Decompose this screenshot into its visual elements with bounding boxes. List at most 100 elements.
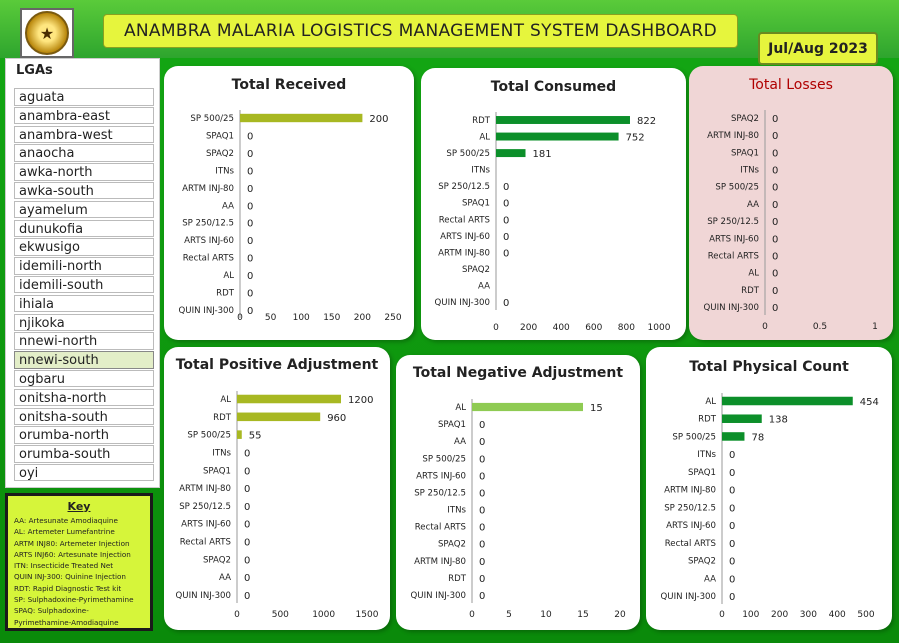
category-label: RDT	[741, 286, 760, 296]
lga-item-anaocha[interactable]: anaocha	[14, 144, 154, 162]
data-bar	[722, 432, 745, 441]
chart-title: Total Received	[231, 77, 347, 93]
category-label: SP 250/12.5	[438, 182, 490, 192]
data-bar	[472, 402, 583, 412]
category-label: RDT	[216, 289, 235, 299]
category-label: RDT	[213, 413, 232, 423]
data-label: 0	[729, 503, 735, 514]
key-title: Key	[67, 500, 91, 513]
category-label: ARTS INJ-60	[181, 520, 231, 530]
data-label: 0	[244, 466, 250, 477]
x-tick-label: 0	[719, 610, 725, 620]
category-label: SP 500/25	[422, 454, 466, 464]
x-tick-label: 0	[237, 313, 243, 323]
category-label: SPAQ2	[731, 114, 759, 124]
x-tick-label: 0	[493, 323, 499, 333]
chart-total-losses: SPAQ2 0 ARTM INJ-80 0 SPAQ1 0 ITNs 0 SP 500/25 0 A…	[704, 110, 878, 332]
lga-item-onitsha-south[interactable]: onitsha-south	[14, 407, 154, 426]
lga-list: aguata anambra-east anambra-west anaocha awk…	[14, 88, 154, 483]
x-tick-label: 1	[872, 322, 878, 332]
key-lines: AA: Artesunate Amodiaquine AL: Artemeter …	[14, 515, 144, 628]
category-label: AA	[219, 573, 231, 583]
category-label: SP 500/25	[672, 432, 716, 442]
key-line: QUIN INJ-300: Quinine Injection	[14, 572, 126, 582]
category-label: AA	[454, 437, 466, 447]
x-tick-label: 10	[540, 610, 552, 620]
lga-item-awka-north[interactable]: awka-north	[14, 163, 154, 181]
category-label: SPAQ1	[731, 148, 759, 158]
key-panel: Key AA: Artesunate Amodiaquine AL: Arteme…	[5, 493, 153, 631]
category-label: AL	[220, 395, 231, 405]
data-label: 15	[590, 403, 603, 414]
lga-item-ayamelum[interactable]: ayamelum	[14, 200, 154, 219]
data-label: 0	[729, 521, 735, 532]
category-label: ARTM INJ-80	[182, 184, 234, 194]
lga-item-njikoka[interactable]: njikoka	[14, 313, 154, 332]
category-label: SPAQ2	[203, 555, 231, 565]
data-label: 0	[772, 251, 778, 262]
lga-item-oyi[interactable]: oyi	[14, 463, 154, 482]
chart-total-consumed: RDT 822 AL 752 SP 500/25 181 ITNs SP 250/12.5 0 S…	[435, 112, 671, 333]
category-label: Rectal ARTS	[415, 523, 466, 533]
period-selector[interactable]: Jul/Aug 2023	[758, 32, 878, 65]
lga-item-ogbaru[interactable]: ogbaru	[14, 369, 154, 388]
lga-item-nnewi-south[interactable]: nnewi-south	[14, 351, 154, 369]
category-label: ARTS INJ-60	[184, 236, 234, 246]
x-tick-label: 15	[577, 610, 588, 620]
category-label: ITNs	[447, 506, 466, 516]
data-label: 0	[247, 254, 253, 265]
category-label: AL	[455, 403, 466, 413]
state-logo: ★	[20, 8, 74, 58]
data-label: 0	[479, 591, 485, 602]
category-label: Rectal ARTS	[180, 538, 231, 548]
category-label: SPAQ2	[438, 540, 466, 550]
key-line: SPAQ: Sulphadoxine-	[14, 606, 89, 616]
lga-item-onitsha-north[interactable]: onitsha-north	[14, 388, 154, 407]
chart-total-physical-count: AL 454 RDT 138 SP 500/25 78 ITNs 0 SPAQ1 0 ARTM IN…	[661, 393, 879, 620]
category-label: ITNs	[212, 448, 231, 458]
lga-item-ekwusigo[interactable]: ekwusigo	[14, 238, 154, 256]
data-label: 0	[479, 557, 485, 568]
category-label: ARTM INJ-80	[438, 248, 490, 258]
lga-item-idemili-south[interactable]: idemili-south	[14, 275, 154, 294]
data-label: 0	[244, 591, 250, 602]
state-seal-icon: ★	[25, 11, 69, 55]
data-label: 0	[479, 574, 485, 585]
category-label: QUIN INJ-300	[661, 592, 716, 602]
lga-item-orumba-south[interactable]: orumba-south	[14, 445, 154, 463]
data-label: 0	[503, 248, 509, 259]
card-total-positive-adjustment: Total Positive Adjustment AL 1200 RDT 960 SP…	[164, 347, 390, 630]
data-label: 0	[479, 488, 485, 499]
category-label: SPAQ1	[462, 199, 490, 209]
data-label: 0	[244, 484, 250, 495]
data-label: 0	[479, 523, 485, 534]
category-label: ARTM INJ-80	[707, 131, 759, 141]
lga-item-idemili-north[interactable]: idemili-north	[14, 257, 154, 275]
x-tick-label: 800	[618, 323, 635, 333]
lga-slicer-title: LGAs	[16, 63, 53, 78]
lga-item-orumba-north[interactable]: orumba-north	[14, 426, 154, 444]
lga-item-nnewi-north[interactable]: nnewi-north	[14, 332, 154, 350]
key-line: ITN: Insecticide Treated Net	[14, 561, 114, 571]
lga-item-awka-south[interactable]: awka-south	[14, 181, 154, 200]
chart-total-positive-adjustment: AL 1200 RDT 960 SP 500/25 55 ITNs 0 SPAQ1 0 ARTM I…	[176, 391, 379, 620]
data-label: 138	[769, 415, 788, 426]
category-label: SPAQ2	[688, 557, 716, 567]
lga-item-ihiala[interactable]: ihiala	[14, 294, 154, 313]
lga-item-anambra-east[interactable]: anambra-east	[14, 106, 154, 125]
x-tick-label: 400	[553, 323, 570, 333]
lga-item-aguata[interactable]: aguata	[14, 88, 154, 106]
category-label: AA	[704, 574, 716, 584]
key-line: ARTM INJ80: Artemeter Injection	[14, 538, 130, 548]
x-tick-label: 400	[829, 610, 846, 620]
lga-item-anambra-west[interactable]: anambra-west	[14, 125, 154, 144]
category-label: SPAQ1	[203, 466, 231, 476]
data-bar	[237, 412, 321, 422]
data-label: 0	[729, 592, 735, 603]
category-label: ARTS INJ-60	[709, 234, 759, 244]
key-line: AA: Artesunate Amodiaquine	[14, 516, 118, 525]
x-tick-label: 200	[354, 313, 371, 323]
category-label: QUIN INJ-300	[179, 306, 234, 316]
lga-item-dunukofia[interactable]: dunukofia	[14, 219, 154, 238]
data-label: 0	[503, 199, 509, 210]
